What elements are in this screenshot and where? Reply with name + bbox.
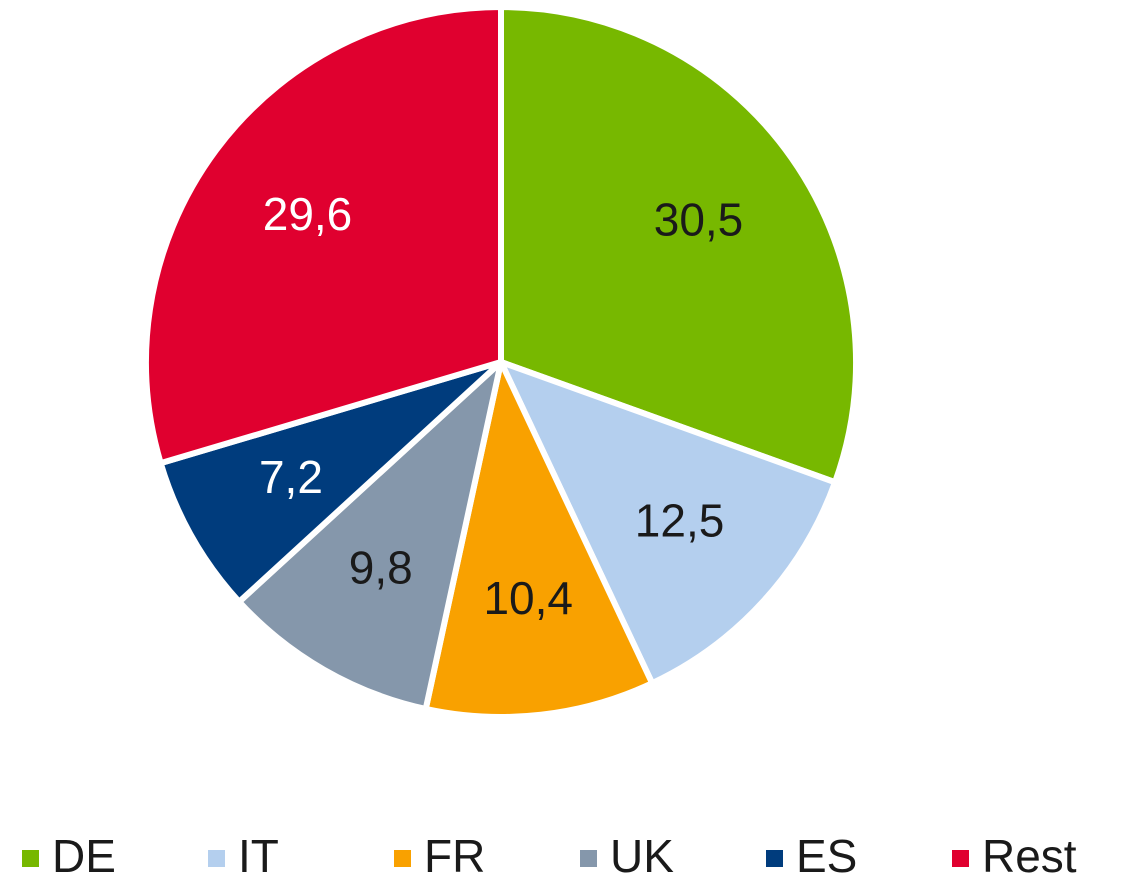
pie-slice: [498, 359, 839, 687]
data-label: 30,5: [654, 193, 744, 245]
legend-marker: [22, 850, 39, 867]
legend-label: Rest: [982, 830, 1077, 882]
data-label: 29,6: [263, 188, 353, 240]
pie-slice: [143, 4, 504, 467]
pie-slice: [236, 359, 504, 712]
data-label: 10,4: [483, 572, 573, 624]
legend-marker: [766, 850, 783, 867]
legend-label: DE: [52, 830, 116, 882]
legend-marker: [394, 850, 411, 867]
legend-label: FR: [424, 830, 485, 882]
pie-slice: [157, 359, 504, 605]
legend-marker: [208, 850, 225, 867]
data-label: 9,8: [349, 541, 413, 593]
legend-marker: [580, 850, 597, 867]
pie-slice: [498, 4, 859, 486]
legend-label: ES: [796, 830, 857, 882]
data-label: 12,5: [635, 495, 725, 547]
legend-label: IT: [238, 830, 279, 882]
legend-label: UK: [610, 830, 674, 882]
data-label: 7,2: [259, 451, 323, 503]
legend-marker: [952, 850, 969, 867]
